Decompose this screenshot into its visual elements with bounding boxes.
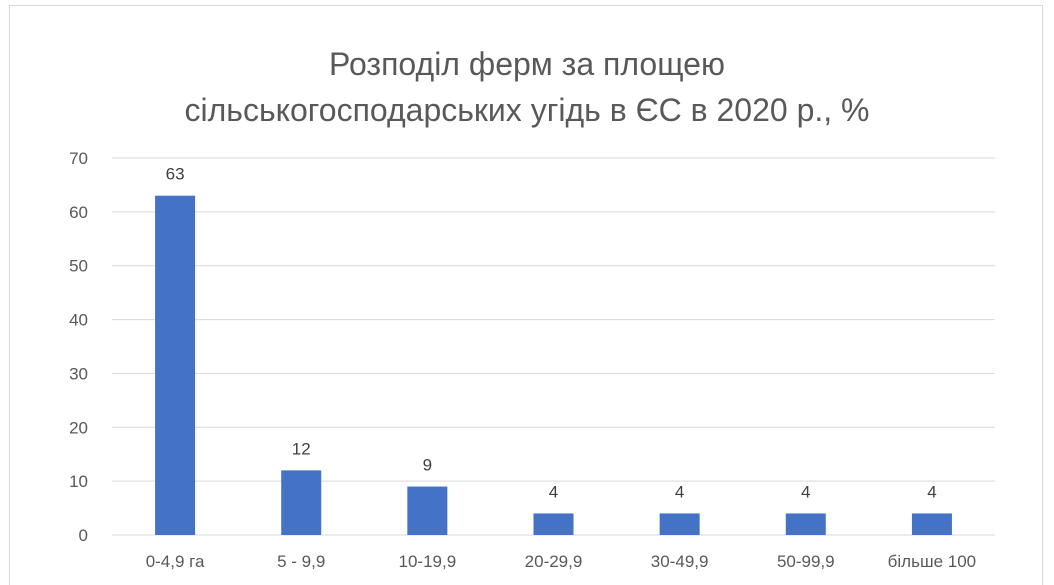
x-tick-label: 20-29,9 [525,552,583,571]
chart-title-line-1: Розподіл ферм за площею [329,46,725,82]
y-tick-label: 40 [69,311,88,330]
bar [659,513,700,535]
data-label: 4 [801,482,810,501]
x-tick-label: 10-19,9 [399,552,457,571]
bar [911,513,952,535]
bar [407,486,448,535]
chart-frame [9,5,1043,585]
y-tick-label: 70 [69,149,88,168]
chart-title-line-2: сільськогосподарських угідь в ЄС в 2020 … [184,92,870,128]
bar [785,513,826,535]
bar [281,470,322,535]
x-tick-label: 5 - 9,9 [277,552,325,571]
y-tick-label: 50 [69,257,88,276]
bar [155,195,196,535]
data-label: 12 [292,439,311,458]
bar [533,513,574,535]
x-tick-label: більше 100 [888,552,976,571]
data-label: 9 [423,456,432,475]
y-tick-label: 20 [69,418,88,437]
x-tick-label: 30-49,9 [651,552,709,571]
x-tick-label: 0-4,9 га [146,552,205,571]
y-tick-label: 60 [69,203,88,222]
data-label: 4 [549,482,558,501]
y-tick-label: 0 [79,526,88,545]
data-label: 63 [166,165,185,184]
y-tick-label: 30 [69,364,88,383]
data-label: 4 [675,482,684,501]
x-tick-label: 50-99,9 [777,552,835,571]
y-tick-label: 10 [69,472,88,491]
data-label: 4 [927,482,936,501]
